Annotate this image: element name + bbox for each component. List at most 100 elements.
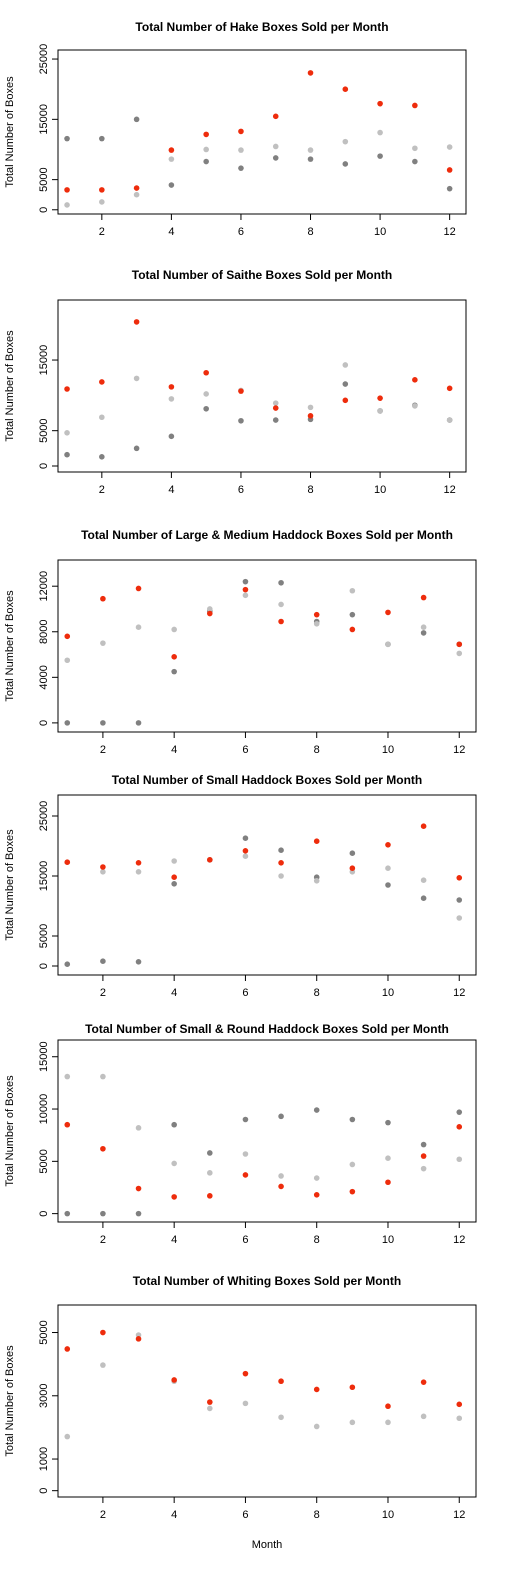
data-point bbox=[168, 433, 175, 440]
plot-frame bbox=[57, 794, 477, 976]
data-point bbox=[307, 413, 314, 419]
data-point bbox=[100, 1073, 106, 1080]
data-point bbox=[349, 1116, 356, 1123]
data-point bbox=[238, 147, 244, 153]
data-point bbox=[64, 1346, 71, 1352]
data-point bbox=[207, 1193, 213, 1199]
data-point bbox=[420, 1153, 427, 1159]
x-tick-label: 4 bbox=[171, 744, 177, 756]
data-point bbox=[278, 860, 284, 866]
data-point bbox=[242, 578, 249, 585]
data-point bbox=[349, 611, 356, 618]
data-point bbox=[64, 429, 70, 436]
data-point bbox=[272, 405, 279, 411]
x-tick-label: 10 bbox=[374, 484, 386, 496]
data-point bbox=[64, 451, 70, 458]
data-point bbox=[100, 1329, 106, 1336]
x-tick-label: 12 bbox=[444, 226, 456, 238]
data-point bbox=[278, 601, 284, 608]
data-point bbox=[412, 145, 418, 152]
data-point bbox=[100, 720, 106, 726]
data-point bbox=[278, 847, 284, 853]
data-point bbox=[242, 1151, 249, 1157]
data-point bbox=[203, 391, 209, 397]
data-point bbox=[313, 838, 320, 844]
data-point bbox=[446, 144, 453, 150]
data-point bbox=[313, 1107, 320, 1113]
data-point bbox=[420, 630, 427, 636]
data-point bbox=[272, 155, 279, 161]
data-point bbox=[313, 1423, 320, 1430]
data-point bbox=[272, 400, 279, 406]
data-point bbox=[456, 641, 463, 648]
data-point bbox=[168, 147, 175, 153]
plot-frame bbox=[57, 49, 467, 215]
x-tick-label: 8 bbox=[314, 1234, 320, 1246]
data-point bbox=[203, 405, 209, 412]
data-point bbox=[64, 202, 70, 208]
data-point bbox=[168, 182, 175, 188]
data-point bbox=[99, 199, 105, 205]
y-tick-label: 10000 bbox=[38, 1094, 50, 1125]
x-tick-label: 4 bbox=[168, 484, 174, 496]
data-point bbox=[168, 396, 175, 402]
y-axis-label: Total Number of Boxes bbox=[4, 1345, 16, 1457]
x-tick-label: 4 bbox=[171, 987, 177, 999]
data-point bbox=[385, 1155, 391, 1161]
data-point bbox=[420, 1165, 427, 1172]
data-point bbox=[100, 958, 106, 964]
data-point bbox=[446, 385, 453, 392]
data-point bbox=[307, 404, 314, 411]
data-point bbox=[133, 185, 140, 191]
data-point bbox=[420, 1413, 427, 1420]
y-tick-label: 8000 bbox=[38, 620, 50, 644]
data-point bbox=[242, 1370, 249, 1377]
data-point bbox=[385, 1403, 391, 1410]
data-point bbox=[64, 1121, 71, 1128]
data-point bbox=[385, 1419, 391, 1426]
data-point bbox=[446, 417, 453, 423]
x-tick-label: 2 bbox=[99, 484, 105, 496]
data-point bbox=[278, 1113, 284, 1120]
data-point bbox=[420, 823, 427, 829]
x-tick-label: 2 bbox=[100, 1234, 106, 1246]
data-point bbox=[307, 147, 314, 153]
x-tick-label: 6 bbox=[238, 484, 244, 496]
x-tick-label: 10 bbox=[382, 1509, 394, 1521]
data-point bbox=[207, 606, 213, 612]
x-tick-label: 12 bbox=[453, 1234, 465, 1246]
x-tick-label: 12 bbox=[453, 987, 465, 999]
data-point bbox=[377, 153, 383, 159]
data-point bbox=[135, 959, 142, 965]
y-tick-label: 3000 bbox=[38, 1384, 50, 1408]
y-tick-label: 15000 bbox=[38, 104, 50, 135]
x-tick-label: 2 bbox=[100, 1509, 106, 1521]
data-point bbox=[64, 859, 71, 865]
plot-frame bbox=[57, 1039, 477, 1223]
y-tick-label: 0 bbox=[38, 463, 50, 469]
data-point bbox=[207, 1399, 213, 1405]
data-point bbox=[456, 1415, 463, 1422]
y-tick-label: 15000 bbox=[38, 345, 50, 376]
data-point bbox=[135, 1336, 142, 1342]
data-point bbox=[313, 611, 320, 618]
x-tick-label: 6 bbox=[238, 226, 244, 238]
data-point bbox=[349, 1161, 356, 1168]
data-point bbox=[100, 1210, 106, 1217]
data-point bbox=[420, 877, 427, 883]
x-tick-label: 8 bbox=[307, 226, 313, 238]
y-tick-label: 0 bbox=[38, 720, 50, 726]
data-point bbox=[203, 369, 209, 376]
data-point bbox=[203, 158, 209, 165]
data-point bbox=[446, 167, 453, 173]
data-point bbox=[64, 187, 70, 193]
x-axis-label: Month bbox=[252, 1539, 283, 1551]
chart-title: Total Number of Small Haddock Boxes Sold… bbox=[112, 773, 422, 787]
data-point bbox=[278, 1183, 284, 1190]
y-tick-label: 5000 bbox=[38, 167, 50, 191]
y-tick-label: 5000 bbox=[38, 418, 50, 442]
data-point bbox=[342, 138, 349, 145]
data-point bbox=[100, 864, 106, 870]
data-point bbox=[313, 1386, 320, 1393]
data-point bbox=[99, 187, 105, 193]
